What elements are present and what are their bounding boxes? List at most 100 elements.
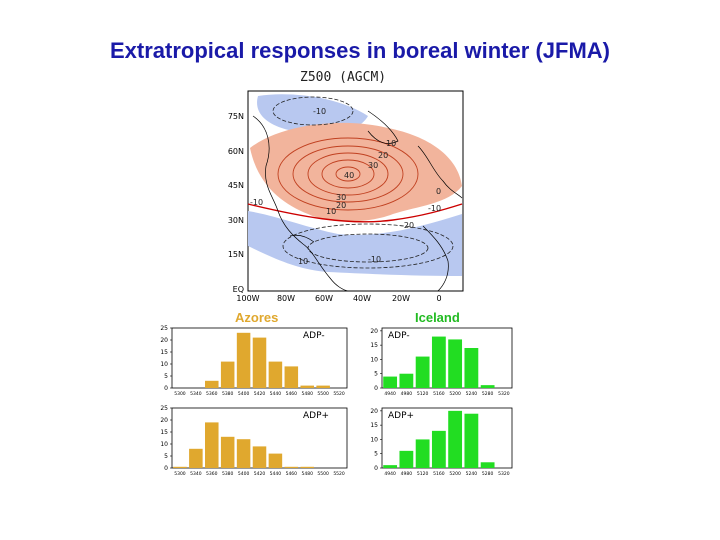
x-tick-label: 5300 [174, 391, 186, 397]
histogram-svg: 0 5 10 15 20 4940 4980 5120 5160 5200 5240 5280 5320… [370, 327, 513, 397]
histogram-bar [252, 446, 267, 468]
x-tick-label: 4980 [401, 391, 413, 397]
x-tick-label: 5340 [190, 471, 202, 477]
x-tick-label: 5160 [433, 471, 445, 477]
legend-label: ADP+ [303, 411, 329, 421]
histogram-bar [399, 373, 414, 388]
lon-tick: 20W [392, 294, 410, 303]
y-tick-label: 15 [370, 342, 378, 349]
x-tick-label: 5280 [482, 471, 494, 477]
x-tick-label: 5520 [333, 471, 345, 477]
coastlines [252, 110, 463, 292]
x-tick-label: 5360 [206, 391, 218, 397]
y-tick-label: 5 [164, 373, 168, 380]
x-tick-label: 5440 [270, 471, 282, 477]
histogram-bar [268, 453, 283, 468]
y-tick-label: 0 [374, 465, 378, 472]
y-tick-label: 20 [370, 328, 378, 335]
lon-tick: 0 [436, 294, 441, 303]
histogram-bar [448, 410, 463, 468]
x-tick-label: 5420 [254, 391, 266, 397]
x-tick-label: 5300 [174, 471, 186, 477]
x-tick-label: 5340 [190, 391, 202, 397]
contour-label: -20 [401, 221, 414, 230]
legend-label: ADP+ [388, 411, 414, 421]
iceland-label: Iceland [415, 310, 460, 325]
y-tick-label: 10 [370, 356, 378, 363]
lon-tick: 60W [315, 294, 333, 303]
y-tick-label: 5 [164, 453, 168, 460]
lat-tick: EQ [233, 285, 244, 294]
lat-tick: 30N [228, 216, 244, 225]
histogram-bar [205, 422, 219, 468]
histogram-bar [236, 332, 251, 388]
x-tick-label: 5200 [449, 471, 461, 477]
y-tick-label: 10 [370, 436, 378, 443]
histogram-bar [383, 465, 398, 468]
z500-map: -10 10 20 30 40 10 20 30 0 -10 -10 -20 -… [218, 86, 468, 308]
histogram-bar [415, 439, 430, 468]
x-tick-label: 5320 [498, 391, 510, 397]
x-tick-label: 5380 [222, 391, 234, 397]
histogram-svg: 0 5 10 15 20 4940 4980 5120 5160 5200 5240 5280 5320… [370, 407, 513, 477]
lat-tick: 45N [228, 181, 244, 190]
histogram-bar [173, 466, 187, 468]
histogram-bar [431, 336, 446, 388]
contour-label: 20 [336, 201, 346, 210]
negative-contours [272, 96, 454, 269]
histogram-bar [284, 366, 299, 388]
contour-labels: -10 10 20 30 40 10 20 30 0 -10 -10 -20 -… [250, 107, 441, 266]
histogram-bar [284, 466, 299, 468]
positive-anomaly [250, 122, 462, 222]
x-tick-label: 5460 [286, 471, 298, 477]
histogram-bar [236, 439, 251, 468]
histogram-bar [220, 361, 235, 388]
y-tick-label: 10 [160, 361, 168, 368]
x-tick-label: 5360 [206, 471, 218, 477]
contour-label: 30 [368, 161, 378, 170]
zero-contour [247, 203, 463, 223]
x-tick-label: 5240 [466, 391, 478, 397]
contour-label: -10 [428, 204, 441, 213]
histogram-bar [464, 413, 479, 468]
z500-map-svg: -10 10 20 30 40 10 20 30 0 -10 -10 -20 -… [228, 90, 464, 303]
lon-tick: 40W [353, 294, 371, 303]
x-tick-label: 5380 [222, 471, 234, 477]
histogram-bar [205, 380, 219, 388]
y-tick-label: 20 [160, 417, 168, 424]
azores-label: Azores [235, 310, 279, 325]
contour-label: 10 [326, 207, 336, 216]
histogram-bar [252, 337, 267, 388]
y-tick-label: 10 [160, 441, 168, 448]
x-tick-label: 5420 [254, 471, 266, 477]
lon-tick: 100W [236, 294, 259, 303]
lon-ticks: 100W 80W 60W 40W 20W 0 [236, 294, 441, 303]
histogram-bar [480, 385, 495, 388]
y-tick-label: 15 [160, 349, 168, 356]
x-tick-label: 5500 [317, 391, 329, 397]
x-tick-label: 5480 [302, 391, 314, 397]
contour-label: 10 [386, 139, 396, 148]
histogram-bar [431, 430, 446, 468]
x-tick-label: 4940 [384, 471, 396, 477]
y-tick-label: 0 [164, 385, 168, 392]
x-tick-label: 5460 [286, 391, 298, 397]
histogram-bar [480, 462, 495, 468]
y-tick-label: 0 [164, 465, 168, 472]
y-tick-label: 5 [374, 371, 378, 378]
x-tick-label: 5480 [302, 471, 314, 477]
legend-label: ADP- [388, 331, 410, 341]
contour-label: 20 [378, 151, 388, 160]
histogram-bar [383, 376, 398, 388]
histogram-bar [268, 361, 283, 388]
y-tick-label: 15 [160, 429, 168, 436]
x-tick-label: 5160 [433, 391, 445, 397]
histogram-bar [189, 448, 203, 468]
lon-tick: 80W [277, 294, 295, 303]
lat-ticks: 75N 60N 45N 30N 15N EQ [228, 112, 244, 294]
x-tick-label: 5280 [482, 391, 494, 397]
lat-tick: 60N [228, 147, 244, 156]
x-tick-label: 5400 [238, 471, 250, 477]
histogram-bar [300, 466, 314, 468]
y-tick-label: 0 [374, 385, 378, 392]
